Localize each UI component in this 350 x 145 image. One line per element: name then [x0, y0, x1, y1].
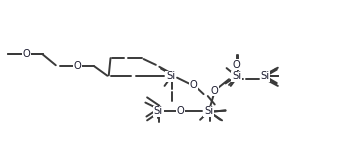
Text: Si: Si — [166, 71, 175, 81]
Text: O: O — [177, 106, 184, 116]
Text: O: O — [23, 49, 30, 59]
Text: O: O — [190, 80, 197, 90]
Text: Si: Si — [154, 106, 163, 116]
Text: O: O — [23, 49, 30, 59]
Text: O: O — [233, 60, 240, 70]
Text: O: O — [74, 61, 81, 71]
Text: O: O — [210, 86, 218, 96]
Text: Si: Si — [232, 71, 241, 81]
Text: Si: Si — [260, 71, 270, 81]
Text: Si: Si — [204, 106, 214, 116]
